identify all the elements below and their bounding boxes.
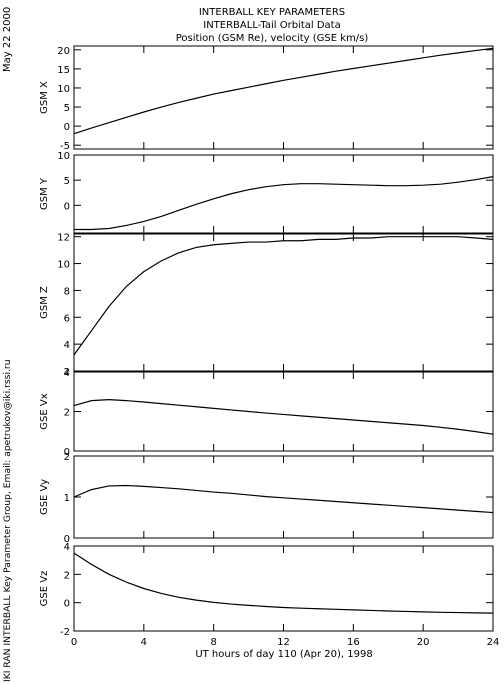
series-line-gse-vy: [73, 484, 494, 514]
y-tick-label: 1: [64, 493, 70, 504]
x-axis-label: UT hours of day 110 (Apr 20), 1998: [195, 649, 372, 660]
y-tick-label: 10: [57, 151, 70, 162]
x-tick-label: 4: [141, 637, 147, 648]
credit-label: IKI RAN INTERBALL Key Parameter Group, E…: [2, 359, 13, 682]
series-line-gse-vz: [73, 552, 494, 614]
figure-units-caption: Position (GSM Re), velocity (GSE km/s): [176, 33, 369, 44]
y-tick-label: 2: [64, 367, 70, 378]
series-line-gse-vx: [73, 399, 494, 435]
y-tick-label: 4: [64, 340, 70, 351]
panel-frame: [73, 45, 494, 150]
x-tick-label: 16: [347, 637, 360, 648]
y-tick-label: 0: [64, 534, 70, 545]
panel-frame: [73, 371, 494, 452]
y-axis-label: GSM Z: [39, 286, 50, 319]
figure-title: INTERBALL KEY PARAMETERS: [199, 7, 345, 18]
x-tick-label: 24: [487, 637, 500, 648]
y-tick-label: -5: [60, 141, 70, 152]
y-tick-label: 10: [57, 260, 70, 271]
y-tick-label: 0: [64, 122, 70, 133]
y-tick-label: 2: [64, 570, 70, 581]
y-tick-label: 5: [64, 176, 70, 187]
y-tick-label: 0: [64, 201, 70, 212]
y-tick-label: 2: [64, 408, 70, 419]
y-tick-label: 0: [64, 599, 70, 610]
y-tick-label: 12: [57, 233, 70, 244]
x-tick-label: 12: [277, 637, 290, 648]
y-tick-label: 20: [57, 46, 70, 57]
panel-5: 0 1 2 GSE Vy: [39, 452, 494, 545]
y-tick-label: 2: [64, 452, 70, 463]
panel-2: 0 5 10 GSM Y: [39, 151, 494, 234]
y-axis-label: GSE Vz: [39, 571, 50, 607]
y-tick-label: 4: [64, 542, 70, 553]
panel-frame: [73, 233, 494, 372]
series-line-gsm-x: [73, 47, 494, 135]
series-line-gsm-y: [74, 176, 494, 231]
panel-frame: [73, 545, 494, 632]
y-tick-label: 6: [64, 313, 70, 324]
y-tick-label: 15: [57, 65, 70, 76]
y-tick-label: 5: [64, 103, 70, 114]
x-tick-label: 0: [71, 637, 77, 648]
date-label: May 22 2000: [2, 6, 13, 72]
y-tick-label: 0: [64, 447, 70, 458]
panel-6: -2 0 2 4 GSE Vz: [39, 542, 494, 638]
x-tick-label: 20: [417, 637, 430, 648]
y-axis-label: GSE Vx: [39, 393, 50, 429]
y-tick-label: 8: [64, 286, 70, 297]
x-tick-label: 8: [210, 637, 216, 648]
panel-frame: [73, 455, 494, 539]
y-tick-label: -2: [60, 627, 70, 638]
y-axis-label: GSM Y: [39, 177, 50, 210]
y-tick-label: 10: [57, 84, 70, 95]
y-tick-label: 4: [64, 368, 70, 379]
panel-1: -5 0 5 10 15 20 GSM X: [39, 45, 494, 152]
figure-subtitle: INTERBALL-Tail Orbital Data: [203, 20, 340, 31]
panel-frame: [73, 154, 494, 234]
y-axis-label: GSE Vy: [39, 479, 50, 515]
series-line-gsm-z: [73, 236, 494, 356]
y-axis-label: GSM X: [39, 81, 50, 114]
